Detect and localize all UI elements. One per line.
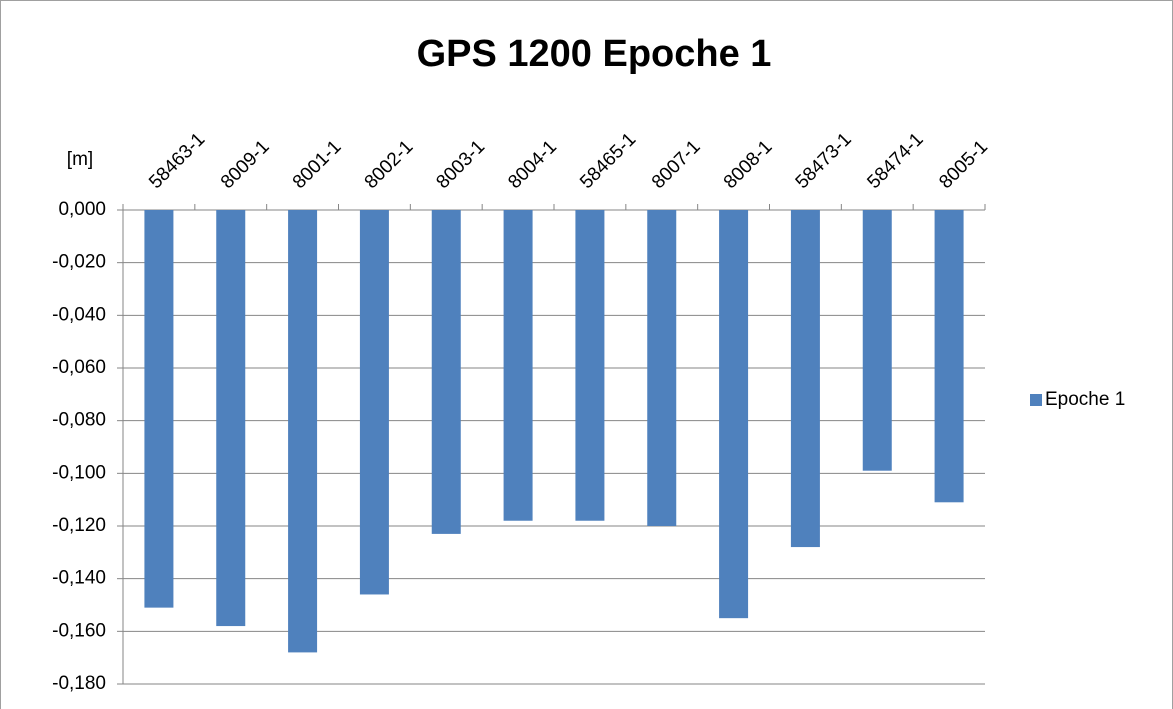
y-axis-label: [m] [67, 149, 93, 170]
y-tick-label: -0,020 [52, 252, 106, 273]
y-tick-label: -0,160 [52, 620, 106, 641]
bar [359, 210, 389, 595]
bar [575, 210, 605, 521]
y-tick-label: -0,180 [52, 673, 106, 694]
bar [144, 210, 174, 608]
bar [647, 210, 677, 526]
y-tick-label: -0,140 [52, 568, 106, 589]
bar [216, 210, 246, 627]
y-tick-label: -0,100 [52, 462, 106, 483]
bar [862, 210, 892, 471]
bar [790, 210, 820, 548]
chart-title: GPS 1200 Epoche 1 [417, 33, 772, 75]
bar [934, 210, 964, 503]
bar [503, 210, 533, 521]
y-tick-label: -0,040 [52, 304, 106, 325]
legend-label: Epoche 1 [1045, 389, 1125, 410]
y-tick-label: -0,080 [52, 410, 106, 431]
bar [719, 210, 749, 619]
y-tick-label: -0,060 [52, 357, 106, 378]
y-tick-label: -0,120 [52, 515, 106, 536]
bar [431, 210, 461, 534]
legend-swatch [1030, 394, 1042, 406]
bar [288, 210, 318, 653]
y-tick-label: 0,000 [58, 199, 106, 220]
